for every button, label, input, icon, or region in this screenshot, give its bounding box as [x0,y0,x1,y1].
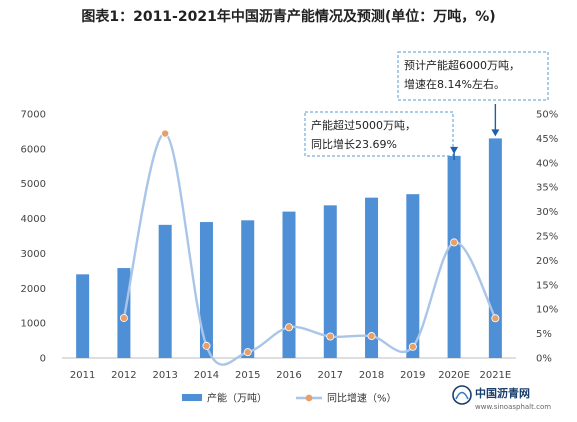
annotation-text: 预计产能超6000万吨， [404,58,520,72]
axes: 0 1000 2000 3000 4000 5000 6000 7000 0% 5% 10% 15% 2… [21,110,559,382]
annotation-text: 同比增长23.69% [311,137,397,151]
bar [199,222,213,358]
y-left-tick-label: 6000 [21,144,46,155]
annotation-text: 产能超过5000万吨， [311,118,416,132]
growth-point [450,238,459,247]
growth-point [367,332,376,341]
growth-line [122,132,497,366]
growth-point [408,342,417,351]
x-tick-label: 2016 [276,370,301,381]
bar [488,138,502,358]
y-left-tick-label: 4000 [21,214,46,225]
y-left-tick-label: 7000 [21,110,46,121]
chart-title: 图表1：2011-2021年中国沥青产能情况及预测(单位：万吨，%) [81,9,496,25]
y-left-tick-label: 0 [40,354,46,365]
growth-point [161,129,170,138]
legend-label: 同比增速（%） [327,392,397,405]
y-right-tick-label: 15% [536,280,558,291]
legend: 产能（万吨） 同比增速（%） [182,392,397,405]
x-tick-label: 2017 [318,370,343,381]
y-right-tick-label: 20% [536,256,558,267]
logo-icon-mark [455,391,469,400]
x-tick-label: 2014 [194,370,219,381]
annotation-box [304,111,454,157]
bar [323,205,337,358]
x-tick-label: 2019 [400,370,425,381]
annotation-arrowhead [491,129,500,137]
legend-swatch-bar [182,394,202,401]
bar [241,220,255,358]
growth-point [243,348,252,357]
annotation-text: 增速在8.14%左右。 [404,77,505,91]
y-right-tick-label: 30% [536,207,558,218]
logo-icon [452,385,472,405]
bar [365,197,379,358]
y-left-tick-label: 1000 [21,319,46,330]
growth-point [284,323,293,332]
x-tick-label: 2018 [359,370,384,381]
y-right-tick-label: 5% [536,329,552,340]
growth-point [202,341,211,350]
x-tick-label: 2015 [235,370,260,381]
y-right-tick-label: 45% [536,134,558,145]
bar [406,194,420,358]
growth-line-layer [119,129,500,366]
y-left-tick-label: 2000 [21,284,46,295]
y-right-tick-label: 10% [536,305,558,316]
x-tick-label: 2012 [111,370,136,381]
y-right-tick-label: 35% [536,183,558,194]
logo-url: www.sinoasphalt.com [475,403,551,411]
annotation-box [397,51,549,101]
x-tick-label: 2013 [152,370,177,381]
annotations: 产能超过5000万吨， 同比增长23.69% 预计产能超6000万吨， 增速在8.14… [304,51,549,160]
y-right-tick-label: 40% [536,158,558,169]
x-tick-label: 2021E [479,370,511,381]
bars [76,138,502,358]
annotation-arrowhead [450,146,459,154]
y-right-tick-label: 50% [536,110,558,121]
x-tick-label: 2020E [438,370,470,381]
y-right-tick-label: 0% [536,354,552,365]
growth-point [491,314,500,323]
growth-point [326,332,335,341]
growth-point [119,313,128,322]
legend-swatch-marker [305,394,313,402]
bar [158,224,172,358]
legend-label: 产能（万吨） [207,392,267,405]
bar [282,211,296,358]
watermark: 中国沥青网 www.sinoasphalt.com [452,385,551,411]
y-right-tick-label: 25% [536,232,558,243]
y-left-tick-label: 5000 [21,179,46,190]
logo-text: 中国沥青网 [475,386,530,400]
x-tick-label: 2011 [70,370,95,381]
bar [76,274,90,358]
bar [447,155,461,358]
y-left-tick-label: 3000 [21,249,46,260]
